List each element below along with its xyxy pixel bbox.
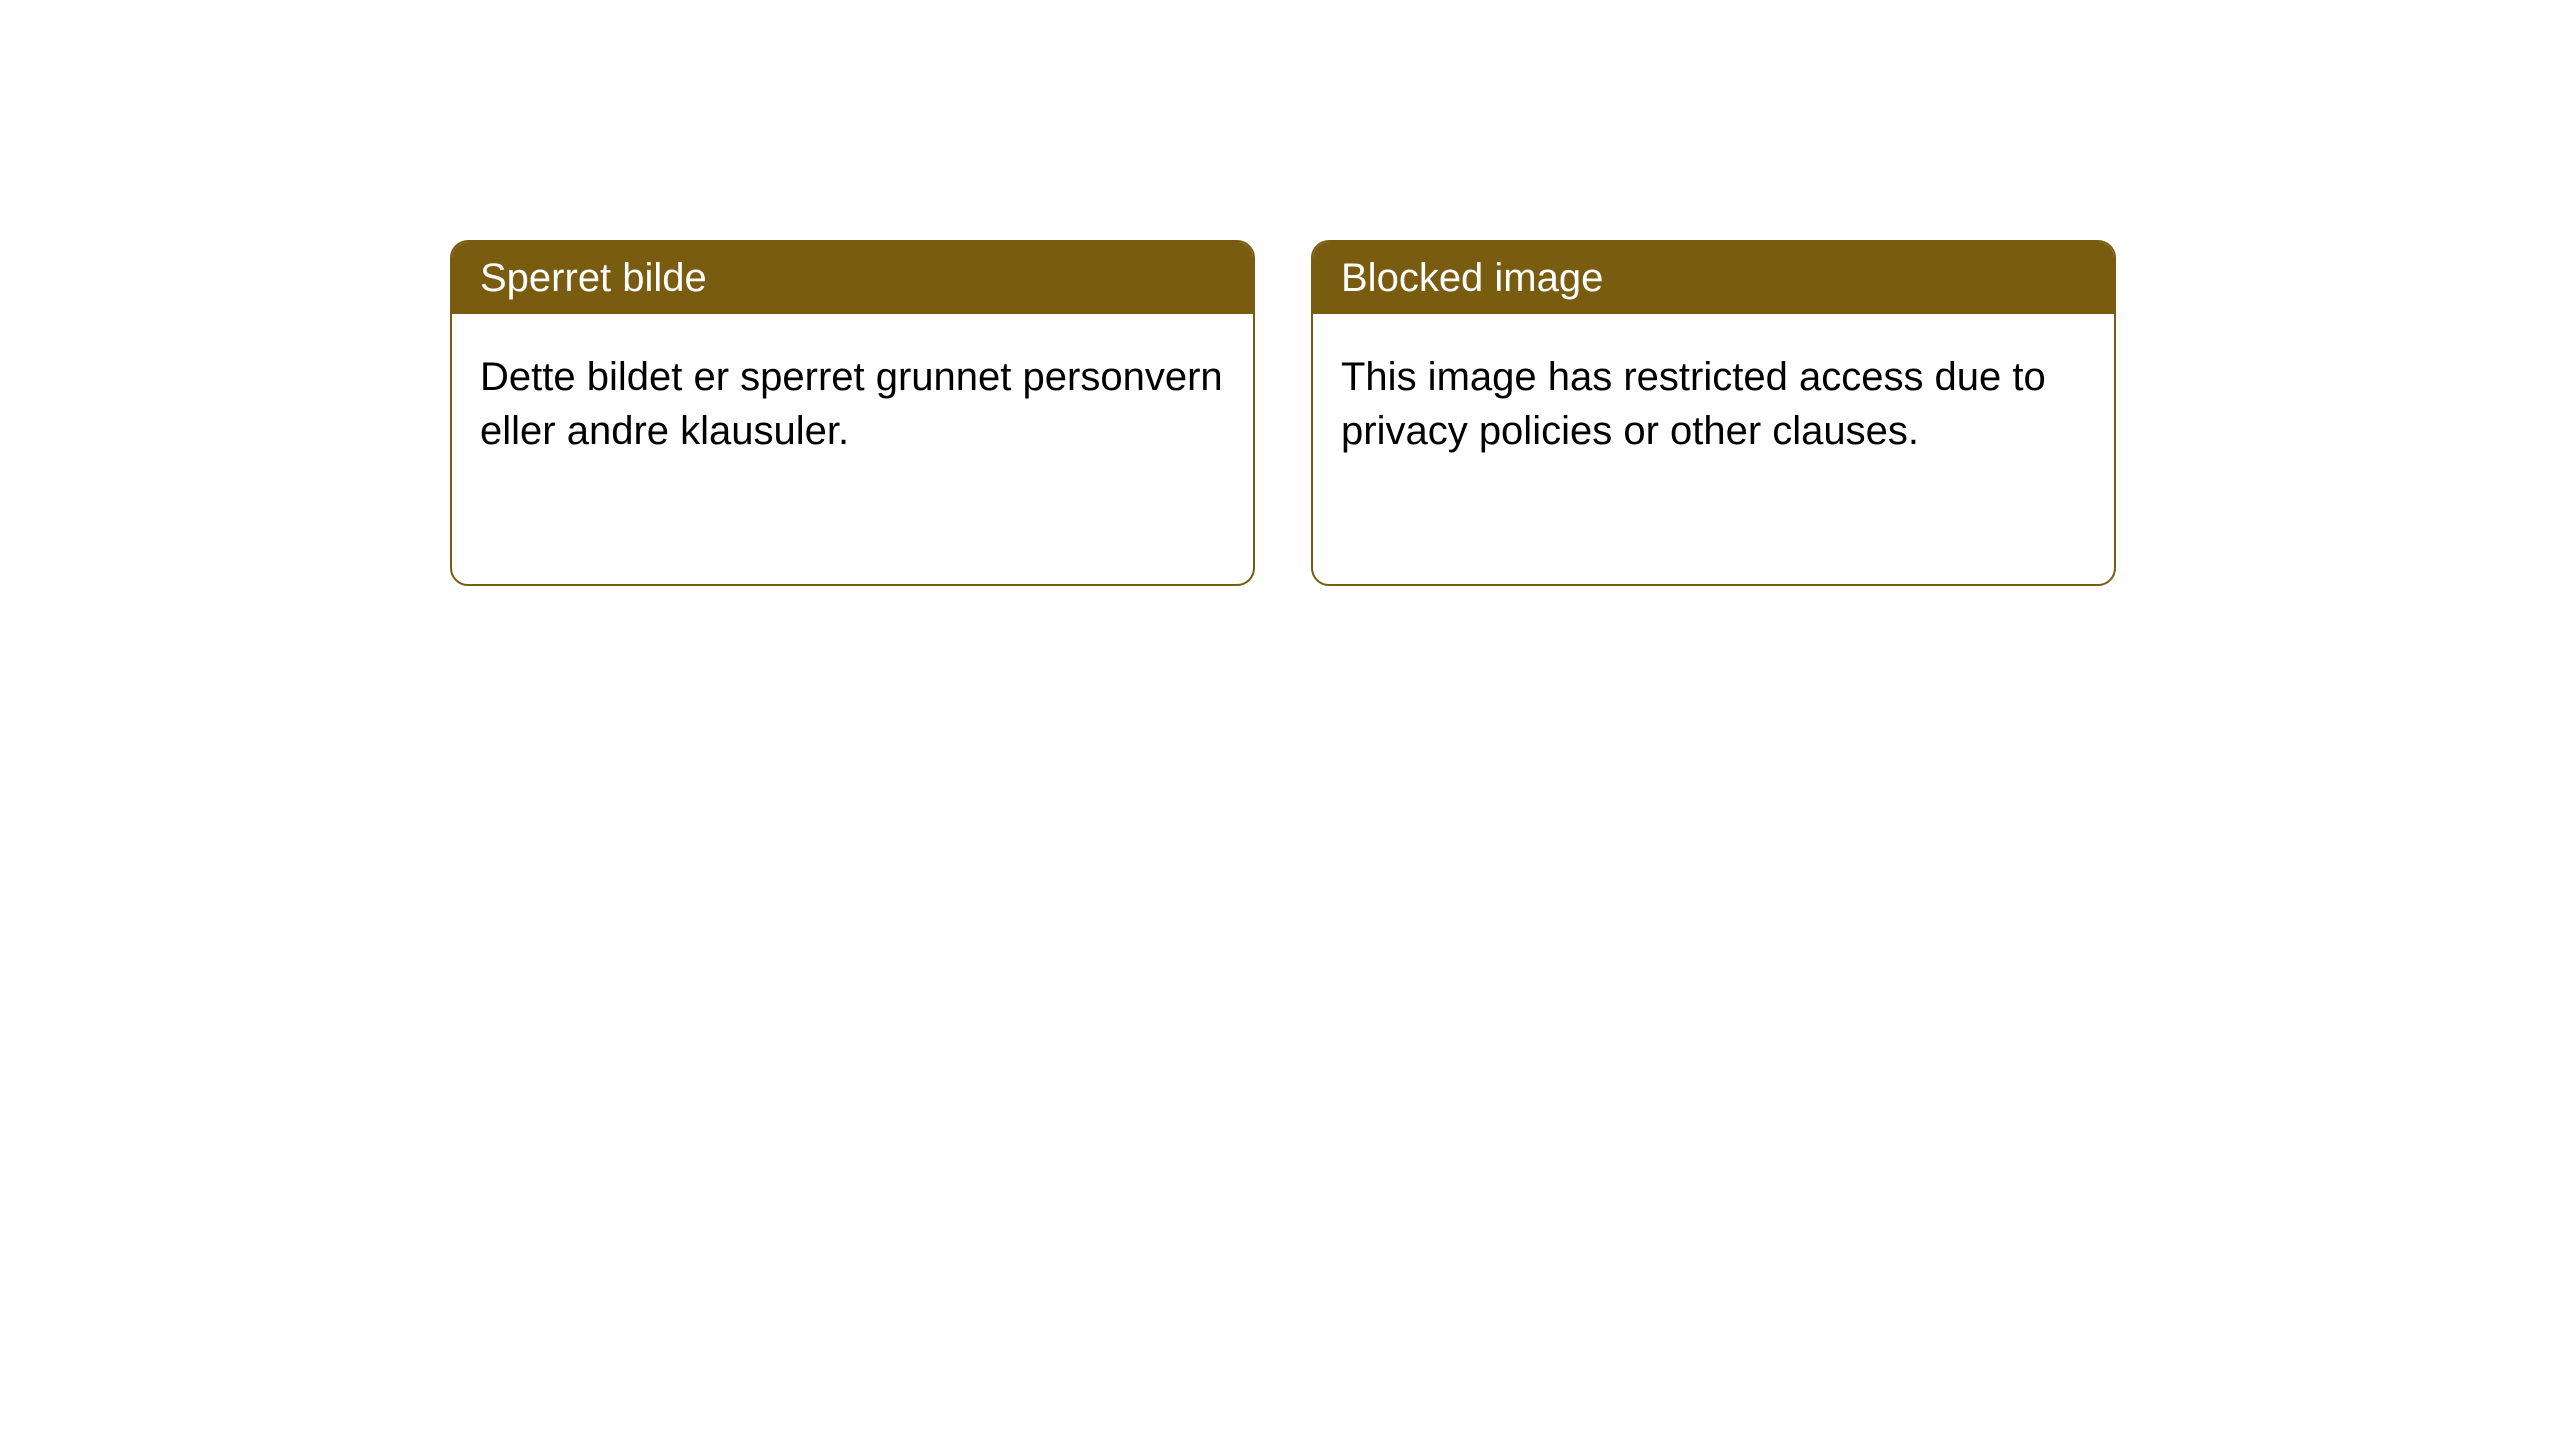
- notice-container: Sperret bilde Dette bildet er sperret gr…: [0, 0, 2560, 586]
- notice-card-english: Blocked image This image has restricted …: [1311, 240, 2116, 586]
- card-body-text: Dette bildet er sperret grunnet personve…: [480, 355, 1223, 453]
- card-body-text: This image has restricted access due to …: [1341, 355, 2046, 453]
- card-header: Blocked image: [1313, 242, 2114, 314]
- card-title: Blocked image: [1341, 256, 1603, 300]
- card-body: Dette bildet er sperret grunnet personve…: [452, 314, 1253, 584]
- card-body: This image has restricted access due to …: [1313, 314, 2114, 584]
- notice-card-norwegian: Sperret bilde Dette bildet er sperret gr…: [450, 240, 1255, 586]
- card-header: Sperret bilde: [452, 242, 1253, 314]
- card-title: Sperret bilde: [480, 256, 707, 300]
